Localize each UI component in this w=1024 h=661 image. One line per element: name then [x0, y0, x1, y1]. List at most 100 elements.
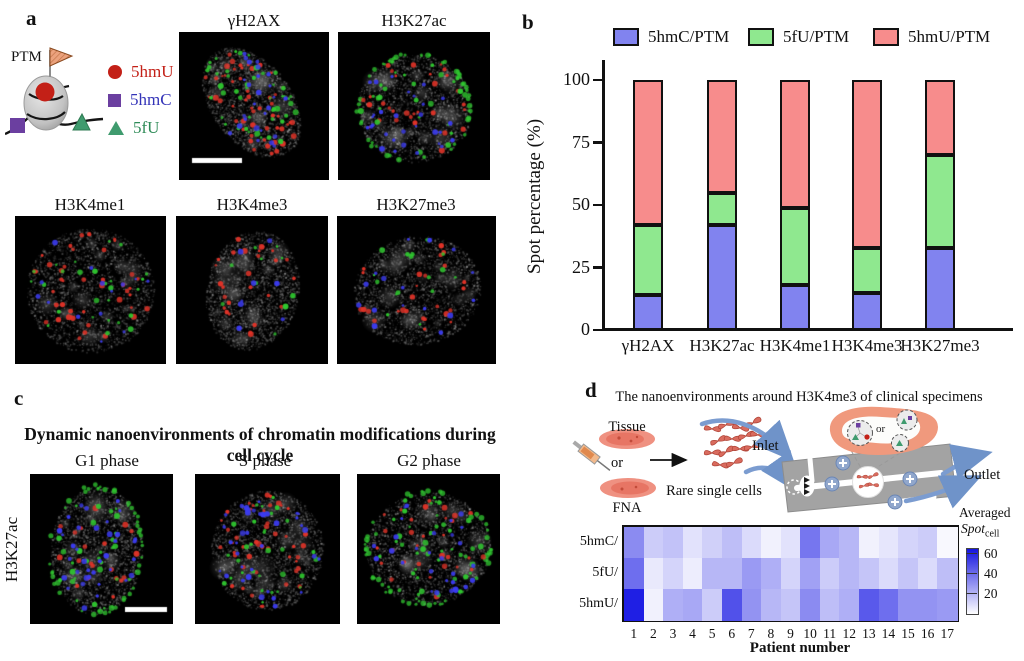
heatmap-column-label: 6 [728, 626, 736, 641]
legend-item-5hmc: 5hmC [108, 86, 174, 114]
heatmap-column-label: 17 [940, 626, 954, 641]
heatmap-row-label: 5hmC/ [579, 534, 618, 549]
bar-segment [707, 225, 737, 330]
heatmap-cell [702, 589, 723, 621]
heatmap-cell [839, 558, 860, 590]
inset-pointer-line [875, 452, 901, 469]
heatmap-cell [702, 558, 723, 590]
micrograph-title-h3k4me3: H3K4me3 [216, 195, 288, 214]
panel-a-legend: 5hmU 5hmC 5fU [108, 58, 174, 142]
heatmap-cell [682, 527, 703, 559]
tissue-label: Tissue [608, 419, 646, 435]
heatmap-column-label: 11 [823, 626, 837, 641]
heatmap-cell [721, 589, 743, 621]
y-tick [593, 78, 602, 81]
heatmap-cell [761, 558, 782, 590]
bar-segment [925, 155, 955, 248]
panel-a-label: a [26, 6, 37, 30]
colorbar-title-spot: Spot [961, 521, 986, 536]
inset-pointer-line [847, 444, 862, 469]
legend-item-5hmu: 5hmU [108, 58, 174, 86]
y-tick [593, 141, 602, 144]
micrograph-g2-phase [357, 474, 500, 624]
heatmap-cell [624, 589, 645, 621]
heatmap-column-label: 1 [630, 626, 638, 641]
heatmap-column-label: 8 [767, 626, 775, 641]
colorbar-tick-label: 60 [984, 546, 998, 561]
inlet-flow-arrow-icon [699, 418, 795, 462]
bar-segment [633, 225, 663, 295]
heatmap-cell [878, 527, 899, 559]
heatmap-cell [839, 527, 860, 559]
micrograph-title-gh2ax: γH2AX [227, 11, 281, 30]
colorbar [966, 548, 979, 615]
heatmap-cell [721, 527, 743, 559]
heatmap-x-axis-title: Patient number [749, 640, 851, 656]
bar-segment [780, 80, 810, 208]
heatmap-column-label: 2 [649, 626, 657, 641]
cell-inset-icon: or [829, 406, 938, 455]
bar-segment [633, 80, 663, 225]
micrograph-h3k27ac [338, 32, 490, 180]
heatmap-column-label: 13 [862, 626, 876, 641]
heatmap-column-label: 12 [842, 626, 857, 641]
rare-single-cells-label: Rare single cells [666, 483, 762, 499]
heatmap-row-label: 5fU/ [592, 565, 618, 580]
y-tick [593, 203, 602, 206]
heatmap-cell [780, 589, 801, 621]
heatmap-cell [937, 558, 958, 590]
heatmap-column-label: 15 [901, 626, 915, 641]
legend-item-5fu: 5fU [108, 114, 174, 142]
colorbar-tick-line [966, 593, 977, 594]
colorbar-title-sub: cell [985, 528, 1000, 540]
outlet-label: Outlet [964, 467, 1001, 483]
heatmap-cell [859, 558, 880, 590]
micrograph-title-h3k4me1: H3K4me1 [54, 195, 126, 214]
ptm-flag-icon [49, 47, 74, 67]
dna-wrap-icon [26, 111, 66, 121]
heatmap-column-label: 3 [669, 626, 677, 641]
heatmap-cell [898, 527, 919, 559]
5fu-marker-icon [72, 112, 91, 131]
heatmap-cell [800, 589, 821, 621]
micrograph-h3k4me1 [15, 216, 166, 364]
micrograph-g1-phase [30, 474, 173, 624]
ptm-label: PTM [11, 49, 42, 65]
y-axis-title: Spot percentage (%) [524, 118, 545, 274]
tissue-icon [599, 429, 655, 449]
heatmap-cell [898, 589, 919, 621]
colorbar-tick-line [966, 553, 977, 554]
bar-segment [852, 80, 882, 248]
heatmap-cell [937, 527, 958, 559]
colorbar-tick-line [966, 573, 977, 574]
y-axis-line [602, 60, 605, 331]
heatmap-column-label: 14 [881, 626, 896, 641]
micrograph-h3k27me3 [337, 216, 496, 364]
heatmap-cell [819, 589, 841, 621]
5hmu-marker-icon [35, 82, 55, 102]
x-category-label: H3K27ac [689, 336, 755, 355]
x-category-label: H3K4me3 [831, 336, 903, 355]
heatmap-cell [741, 527, 762, 559]
legend-label: 5hmU [131, 62, 174, 81]
legend-label: 5hmU/PTM [908, 27, 991, 46]
heatmap-cell [937, 589, 958, 621]
heatmap-cell [819, 558, 841, 590]
micrograph-gh2ax [179, 32, 329, 180]
micrograph-h3k4me3 [176, 216, 328, 364]
heatmap-column-label: 16 [920, 626, 935, 641]
colorbar-title-line1: Averaged [959, 505, 1011, 520]
fna-sample-icon [600, 478, 656, 498]
heatmap-cell [643, 589, 664, 621]
y-tick [593, 266, 602, 269]
or-label: or [610, 455, 624, 471]
y-tick-label: 25 [572, 256, 590, 277]
heatmap-cell [859, 527, 880, 559]
colorbar-title-line2: Spotcell [961, 521, 999, 540]
inlet-label: Inlet [752, 438, 779, 454]
micrograph-title-h3k27ac: H3K27ac [381, 11, 447, 30]
heatmap-cell [859, 589, 880, 621]
heatmap-cell [663, 589, 684, 621]
legend-swatch-5hmc [613, 28, 639, 46]
